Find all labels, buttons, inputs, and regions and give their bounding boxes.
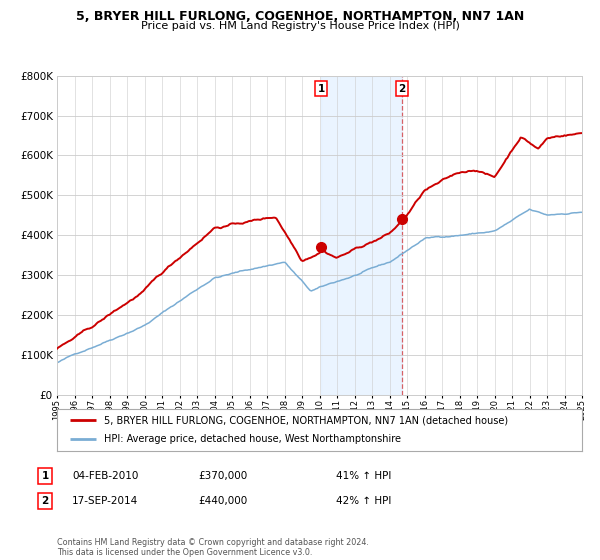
- Text: 2: 2: [398, 83, 406, 94]
- Text: Price paid vs. HM Land Registry's House Price Index (HPI): Price paid vs. HM Land Registry's House …: [140, 21, 460, 31]
- Text: 1: 1: [317, 83, 325, 94]
- Text: Contains HM Land Registry data © Crown copyright and database right 2024.
This d: Contains HM Land Registry data © Crown c…: [57, 538, 369, 557]
- Bar: [321, 76, 402, 395]
- Text: £440,000: £440,000: [198, 496, 247, 506]
- Text: 5, BRYER HILL FURLONG, COGENHOE, NORTHAMPTON, NN7 1AN (detached house): 5, BRYER HILL FURLONG, COGENHOE, NORTHAM…: [104, 415, 508, 425]
- Text: 41% ↑ HPI: 41% ↑ HPI: [336, 471, 391, 481]
- Text: HPI: Average price, detached house, West Northamptonshire: HPI: Average price, detached house, West…: [104, 435, 401, 445]
- Text: 5, BRYER HILL FURLONG, COGENHOE, NORTHAMPTON, NN7 1AN: 5, BRYER HILL FURLONG, COGENHOE, NORTHAM…: [76, 10, 524, 22]
- Text: 2: 2: [41, 496, 49, 506]
- Text: 1: 1: [41, 471, 49, 481]
- Text: 17-SEP-2014: 17-SEP-2014: [72, 496, 138, 506]
- Text: 42% ↑ HPI: 42% ↑ HPI: [336, 496, 391, 506]
- Text: £370,000: £370,000: [198, 471, 247, 481]
- Text: 04-FEB-2010: 04-FEB-2010: [72, 471, 139, 481]
